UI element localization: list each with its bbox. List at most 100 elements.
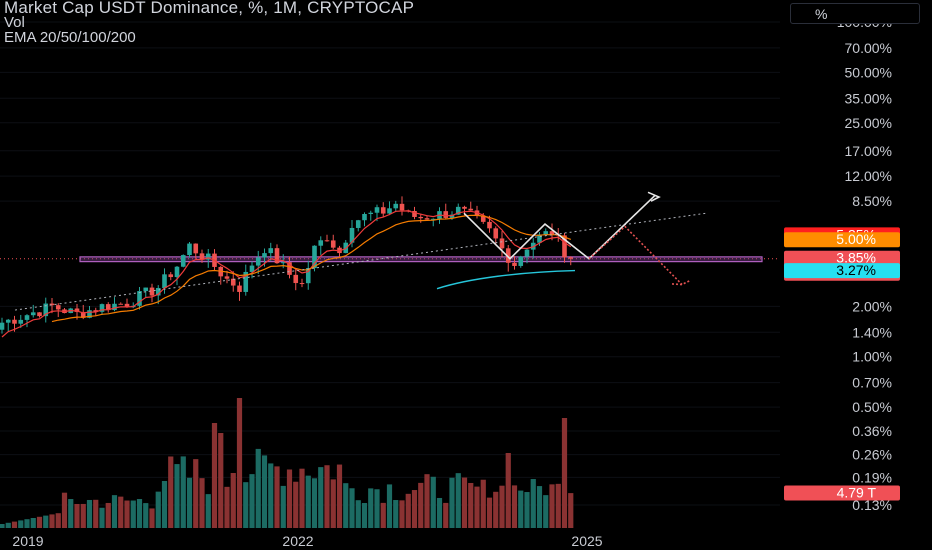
grid-lines <box>0 21 780 506</box>
volume-bar <box>443 502 449 528</box>
volume-bars <box>0 398 574 528</box>
volume-bar <box>255 448 261 528</box>
y-tick-label: 25.00% <box>845 115 892 131</box>
time-axis: 2019 2022 2025 <box>12 533 602 549</box>
y-tick-label: 2.00% <box>852 298 892 314</box>
candle <box>49 298 55 314</box>
candle-body <box>174 266 180 278</box>
volume-bar <box>318 467 324 528</box>
volume-bar <box>311 478 318 528</box>
candle <box>30 304 36 318</box>
volume-bar <box>261 455 268 528</box>
volume-bar <box>136 499 143 528</box>
volume-bar <box>43 515 49 528</box>
volume-bar <box>324 465 330 528</box>
candle-body <box>324 240 330 242</box>
candle <box>237 281 242 301</box>
candle-body <box>374 207 380 213</box>
volume-bar <box>180 456 186 528</box>
ema-200-line <box>436 269 576 290</box>
candle <box>205 249 211 268</box>
volume-bar <box>168 456 174 528</box>
volume-bar <box>361 502 368 528</box>
candle-body <box>49 303 55 306</box>
candle <box>568 256 574 266</box>
candle-body <box>462 206 467 209</box>
candle <box>193 243 199 259</box>
candle <box>318 236 324 255</box>
candle-body <box>162 274 167 288</box>
candle <box>330 234 336 250</box>
candle-body <box>299 283 305 285</box>
volume-bar <box>124 500 130 528</box>
volume-bar <box>280 485 286 528</box>
candle <box>249 261 255 279</box>
candle-body <box>287 262 292 275</box>
volume-bar <box>518 490 524 528</box>
candle <box>393 200 399 213</box>
candle <box>493 226 499 245</box>
volume-bar <box>224 486 230 528</box>
volume-bar <box>30 518 36 528</box>
volume-bar <box>543 495 549 528</box>
candle <box>362 212 367 227</box>
volume-bar <box>186 477 193 528</box>
candle-body <box>537 234 542 243</box>
legend-ema-label: EMA 20/50/100/200 <box>4 29 136 46</box>
volume-bar <box>86 499 93 528</box>
x-tick-label: 2025 <box>571 533 602 549</box>
y-tick-label: 1.40% <box>852 324 892 340</box>
volume-bar <box>268 463 274 528</box>
candle-body <box>543 231 549 235</box>
price-tag: 4.79 T <box>784 485 900 501</box>
y-tick-label: 0.26% <box>852 447 892 463</box>
candle-body <box>80 311 86 318</box>
candle <box>512 256 517 270</box>
candle <box>243 264 249 296</box>
candle-body <box>74 308 80 312</box>
volume-bar <box>549 484 555 528</box>
candle-body <box>37 312 42 317</box>
volume-bar <box>68 499 74 528</box>
volume-bar <box>330 479 336 528</box>
candle-body <box>274 248 280 264</box>
candle <box>355 219 361 232</box>
candle <box>224 270 230 284</box>
candle <box>168 272 174 281</box>
ema-50-line <box>51 214 572 323</box>
candle-body <box>199 253 205 260</box>
volume-bar <box>118 496 124 528</box>
percent-scale-button[interactable]: % <box>790 3 920 24</box>
volume-bar <box>99 507 105 528</box>
volume-bar <box>524 492 530 528</box>
legend-volume-label: Vol <box>4 14 25 31</box>
candle-body <box>268 248 274 254</box>
candle-body <box>443 211 449 218</box>
volume-bar <box>55 513 61 528</box>
volume-bar <box>499 485 505 528</box>
candle-body <box>93 310 99 312</box>
candle <box>530 237 536 259</box>
support-zone-rect <box>79 256 763 263</box>
candle <box>443 203 449 219</box>
candle <box>299 278 305 288</box>
volume-bar <box>130 500 136 528</box>
volume-bar <box>18 520 24 528</box>
candle <box>143 287 149 298</box>
candle-body <box>455 206 461 215</box>
candle-body <box>5 319 11 323</box>
candle-body <box>387 208 392 214</box>
volume-bar <box>305 475 311 528</box>
candle-body <box>18 319 24 324</box>
volume-bar <box>411 490 418 528</box>
candle-body <box>293 274 299 284</box>
candle-body <box>568 257 574 259</box>
candle-body <box>168 274 174 278</box>
volume-bar <box>536 486 543 528</box>
volume-bar <box>74 503 80 528</box>
bullish-projection-path <box>463 194 656 260</box>
volume-bar <box>405 493 411 528</box>
support-zone <box>79 256 763 263</box>
candle-body <box>243 271 249 292</box>
